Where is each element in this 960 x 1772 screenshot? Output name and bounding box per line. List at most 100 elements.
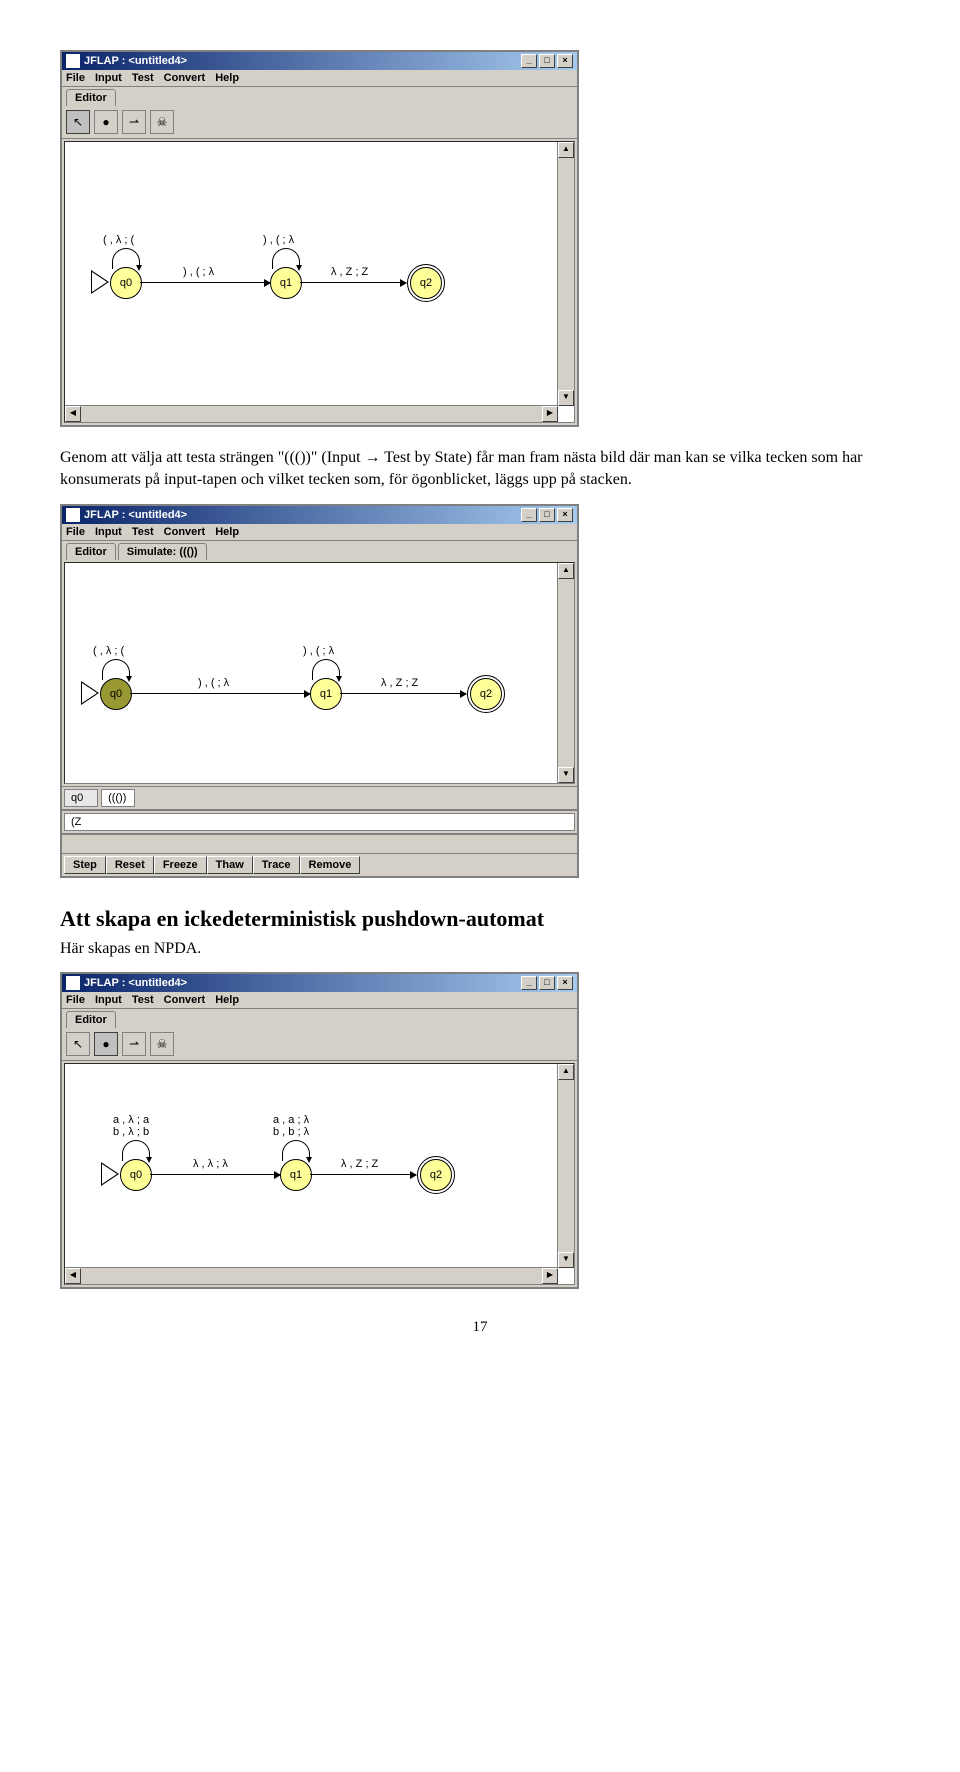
edge-label-q1-q2: λ , Z ; Z: [331, 266, 368, 278]
minimize-button[interactable]: _: [521, 508, 537, 522]
titlebar[interactable]: JFLAP : <untitled4> _ □ ×: [62, 52, 577, 70]
window-title: JFLAP : <untitled4>: [84, 977, 187, 989]
menu-input[interactable]: Input: [95, 526, 122, 538]
titlebar[interactable]: JFLAP : <untitled4> _ □ ×: [62, 974, 577, 992]
tabbar: Editor Simulate: ((()): [62, 541, 577, 560]
scroll-right-icon[interactable]: ▶: [542, 406, 558, 422]
tab-editor[interactable]: Editor: [66, 89, 116, 106]
menu-file[interactable]: File: [66, 994, 85, 1006]
sim-buttons: Step Reset Freeze Thaw Trace Remove: [62, 854, 577, 876]
state-q1[interactable]: q1: [270, 267, 302, 299]
freeze-button[interactable]: Freeze: [154, 856, 207, 874]
remove-button[interactable]: Remove: [300, 856, 361, 874]
minimize-button[interactable]: _: [521, 54, 537, 68]
sim-state-row: q0 ((()): [62, 786, 577, 810]
state-tool[interactable]: ●: [94, 1032, 118, 1056]
menu-file[interactable]: File: [66, 72, 85, 84]
toolbar: ↖ ● ⇀ ☠: [62, 106, 577, 139]
menu-test[interactable]: Test: [132, 994, 154, 1006]
paragraph-2: Här skapas en NPDA.: [60, 938, 900, 960]
reset-button[interactable]: Reset: [106, 856, 154, 874]
menubar: File Input Test Convert Help: [62, 70, 577, 87]
loop-label-q1: a , a ; λ b , b ; λ: [273, 1114, 309, 1138]
menu-help[interactable]: Help: [215, 994, 239, 1006]
scroll-up-icon[interactable]: ▲: [558, 142, 574, 158]
cursor-tool[interactable]: ↖: [66, 1032, 90, 1056]
state-q2[interactable]: q2: [410, 267, 442, 299]
menu-help[interactable]: Help: [215, 526, 239, 538]
scrollbar-horizontal[interactable]: ◀ ▶: [65, 405, 558, 422]
edge-q0-q1: [150, 1174, 280, 1175]
menu-input[interactable]: Input: [95, 72, 122, 84]
close-button[interactable]: ×: [557, 54, 573, 68]
menu-convert[interactable]: Convert: [164, 994, 206, 1006]
menu-input[interactable]: Input: [95, 994, 122, 1006]
menu-test[interactable]: Test: [132, 526, 154, 538]
maximize-button[interactable]: □: [539, 508, 555, 522]
close-button[interactable]: ×: [557, 508, 573, 522]
tab-editor[interactable]: Editor: [66, 543, 116, 560]
edge-label-q0-q1: λ , λ ; λ: [193, 1158, 228, 1170]
jflap-window-2: JFLAP : <untitled4> _ □ × File Input Tes…: [60, 504, 579, 878]
menu-convert[interactable]: Convert: [164, 72, 206, 84]
titlebar[interactable]: JFLAP : <untitled4> _ □ ×: [62, 506, 577, 524]
scroll-up-icon[interactable]: ▲: [558, 1064, 574, 1080]
delete-tool[interactable]: ☠: [150, 110, 174, 134]
toolbar: ↖ ● ⇀ ☠: [62, 1028, 577, 1061]
sim-stack-row: (Z: [62, 810, 577, 834]
delete-tool[interactable]: ☠: [150, 1032, 174, 1056]
cursor-tool[interactable]: ↖: [66, 110, 90, 134]
edge-label-q0-q1: ) , ( ; λ: [183, 266, 214, 278]
state-q0[interactable]: q0: [110, 267, 142, 299]
state-q2[interactable]: q2: [470, 678, 502, 710]
self-loop-q0: [122, 1140, 150, 1161]
scrollbar-horizontal[interactable]: ◀ ▶: [65, 1267, 558, 1284]
scroll-down-icon[interactable]: ▼: [558, 1252, 574, 1268]
loop-label-q0: ( , λ ; (: [93, 645, 124, 657]
automaton-canvas[interactable]: q0q1q2( , λ ; () , ( ; λ) , ( ; λλ , Z ;…: [65, 142, 558, 406]
transition-tool[interactable]: ⇀: [122, 1032, 146, 1056]
automaton-canvas[interactable]: q0q1q2( , λ ; () , ( ; λ) , ( ; λλ , Z ;…: [65, 563, 558, 783]
automaton-canvas[interactable]: q0q1q2a , λ ; a b , λ ; ba , a ; λ b , b…: [65, 1064, 558, 1268]
state-q0[interactable]: q0: [120, 1159, 152, 1191]
state-q1[interactable]: q1: [310, 678, 342, 710]
edge-q0-q1: [140, 282, 270, 283]
menu-convert[interactable]: Convert: [164, 526, 206, 538]
page-number: 17: [60, 1319, 900, 1336]
initial-arrow-icon: [91, 270, 109, 294]
tab-simulate[interactable]: Simulate: ((()): [118, 543, 207, 560]
state-q1[interactable]: q1: [280, 1159, 312, 1191]
scrollbar-vertical[interactable]: ▲ ▼: [557, 563, 574, 783]
close-button[interactable]: ×: [557, 976, 573, 990]
maximize-button[interactable]: □: [539, 976, 555, 990]
trace-button[interactable]: Trace: [253, 856, 300, 874]
menu-help[interactable]: Help: [215, 72, 239, 84]
scrollbar-vertical[interactable]: ▲ ▼: [557, 1064, 574, 1268]
minimize-button[interactable]: _: [521, 976, 537, 990]
menu-test[interactable]: Test: [132, 72, 154, 84]
menu-file[interactable]: File: [66, 526, 85, 538]
thaw-button[interactable]: Thaw: [207, 856, 253, 874]
state-tool[interactable]: ●: [94, 110, 118, 134]
scroll-down-icon[interactable]: ▼: [558, 767, 574, 783]
scroll-left-icon[interactable]: ◀: [65, 1268, 81, 1284]
state-q2[interactable]: q2: [420, 1159, 452, 1191]
scroll-right-icon[interactable]: ▶: [542, 1268, 558, 1284]
jflap-window-3: JFLAP : <untitled4> _ □ × File Input Tes…: [60, 972, 579, 1289]
window-title: JFLAP : <untitled4>: [84, 55, 187, 67]
canvas-wrap: q0q1q2a , λ ; a b , λ ; ba , a ; λ b , b…: [64, 1063, 575, 1285]
tab-editor[interactable]: Editor: [66, 1011, 116, 1028]
scroll-left-icon[interactable]: ◀: [65, 406, 81, 422]
app-icon: [66, 54, 80, 68]
step-button[interactable]: Step: [64, 856, 106, 874]
edge-q0-q1: [130, 693, 310, 694]
maximize-button[interactable]: □: [539, 54, 555, 68]
scrollbar-vertical[interactable]: ▲ ▼: [557, 142, 574, 406]
scroll-down-icon[interactable]: ▼: [558, 390, 574, 406]
transition-tool[interactable]: ⇀: [122, 110, 146, 134]
state-q0[interactable]: q0: [100, 678, 132, 710]
sim-state-cell: q0: [64, 789, 98, 807]
edge-q1-q2: [310, 1174, 416, 1175]
scroll-up-icon[interactable]: ▲: [558, 563, 574, 579]
paragraph-1: Genom att välja att testa strängen "((()…: [60, 447, 900, 492]
